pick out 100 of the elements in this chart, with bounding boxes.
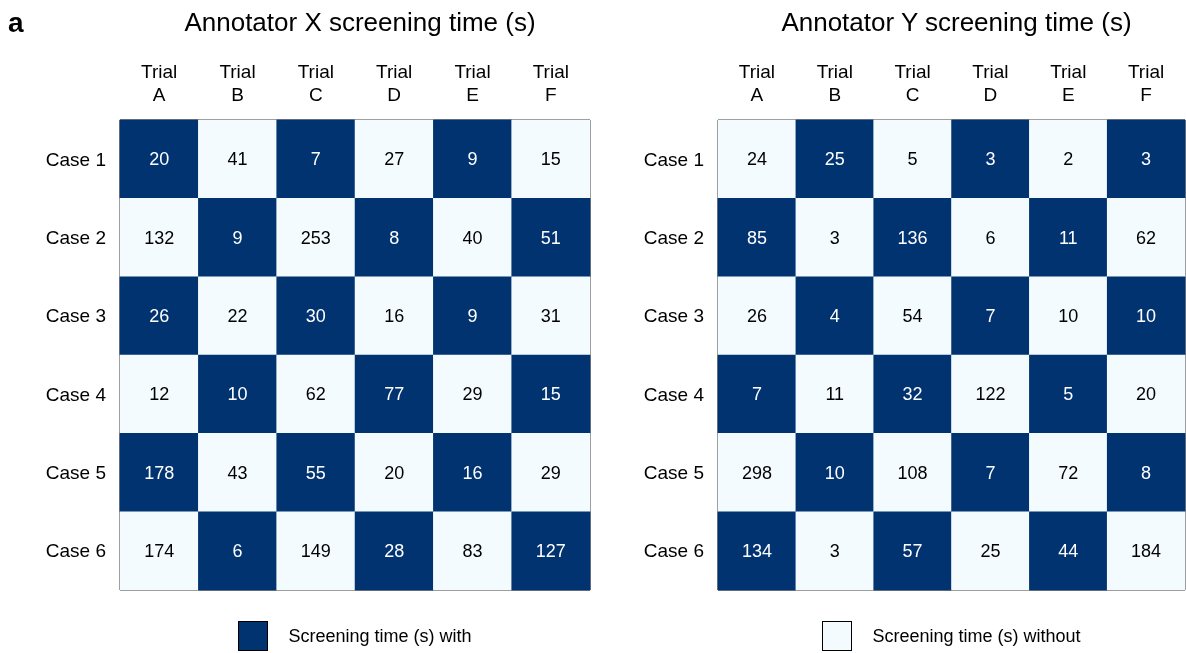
data-label: 54 bbox=[902, 305, 923, 326]
y-tick-label: Case 5 bbox=[45, 462, 106, 483]
data-label: 7 bbox=[310, 149, 321, 170]
data-label: 253 bbox=[300, 227, 331, 248]
x-tick-label: Trial A bbox=[738, 61, 776, 105]
x-tick-label: Trial A bbox=[141, 61, 178, 105]
data-label: 5 bbox=[1063, 384, 1074, 405]
data-label: 7 bbox=[985, 462, 996, 483]
data-label: 24 bbox=[746, 149, 767, 170]
y-tick-label: Case 2 bbox=[643, 227, 704, 248]
data-label: 15 bbox=[540, 384, 561, 405]
data-label: 26 bbox=[149, 305, 170, 326]
data-label: 25 bbox=[980, 540, 1001, 561]
data-label: 8 bbox=[389, 227, 400, 248]
data-label: 72 bbox=[1058, 462, 1079, 483]
y-tick-label: Case 1 bbox=[45, 148, 106, 170]
data-label: 298 bbox=[741, 462, 772, 483]
data-label: 77 bbox=[384, 384, 405, 405]
data-label: 9 bbox=[232, 227, 243, 248]
data-label: 184 bbox=[1131, 540, 1162, 561]
y-tick-label: Case 5 bbox=[643, 462, 704, 483]
data-label: 25 bbox=[824, 149, 845, 170]
legend-title: Screening time (s) without bbox=[872, 625, 1081, 647]
chart-title: Annotator Y screening time (s) bbox=[781, 7, 1132, 37]
data-label: 9 bbox=[467, 149, 478, 170]
x-tick-label: Trial E bbox=[454, 61, 491, 105]
data-label: 16 bbox=[384, 305, 405, 326]
data-label: 4 bbox=[829, 305, 840, 326]
x-tick-label: Trial C bbox=[297, 61, 334, 105]
data-label: 20 bbox=[384, 462, 405, 483]
data-label: 16 bbox=[462, 462, 483, 483]
legend-title: Screening time (s) with bbox=[288, 625, 472, 647]
data-label: 57 bbox=[902, 540, 923, 561]
data-label: 51 bbox=[540, 227, 561, 248]
data-label: 3 bbox=[1141, 149, 1152, 170]
x-tick-label: Trial B bbox=[816, 61, 853, 105]
data-label: 26 bbox=[746, 305, 767, 326]
data-label: 15 bbox=[540, 149, 561, 170]
data-label: 2 bbox=[1063, 149, 1074, 170]
data-label: 174 bbox=[144, 540, 175, 561]
data-label: 7 bbox=[985, 305, 996, 326]
data-label: 28 bbox=[384, 540, 405, 561]
data-label: 43 bbox=[227, 462, 248, 483]
data-label: 8 bbox=[1141, 462, 1152, 483]
data-label: 10 bbox=[824, 462, 845, 483]
data-label: 132 bbox=[144, 227, 175, 248]
data-label: 20 bbox=[1136, 384, 1157, 405]
x-tick-label: Trial E bbox=[1050, 61, 1087, 105]
y-tick-label: Case 4 bbox=[45, 383, 107, 405]
data-label: 29 bbox=[462, 384, 483, 405]
data-label: 149 bbox=[300, 540, 331, 561]
data-label: 55 bbox=[305, 462, 326, 483]
data-label: 62 bbox=[305, 384, 326, 405]
x-tick-label: Trial B bbox=[219, 61, 256, 105]
data-label: 30 bbox=[305, 305, 326, 326]
data-label: 31 bbox=[540, 305, 561, 326]
data-label: 22 bbox=[227, 305, 248, 326]
data-label: 108 bbox=[897, 462, 928, 483]
x-tick-label: Trial F bbox=[1127, 61, 1165, 105]
data-label: 10 bbox=[1136, 305, 1157, 326]
y-tick-label: Case 6 bbox=[643, 540, 704, 562]
data-label: 83 bbox=[462, 540, 483, 561]
data-label: 10 bbox=[227, 384, 248, 405]
y-tick-label: Case 1 bbox=[643, 148, 704, 170]
data-label: 40 bbox=[462, 227, 483, 248]
data-label: 9 bbox=[467, 305, 478, 326]
data-label: 12 bbox=[149, 384, 170, 405]
data-label: 62 bbox=[1136, 227, 1157, 248]
data-label: 29 bbox=[540, 462, 561, 483]
y-tick-label: Case 2 bbox=[45, 227, 106, 248]
chart-title: Annotator X screening time (s) bbox=[184, 7, 536, 37]
data-label: 7 bbox=[751, 384, 762, 405]
x-tick-label: Trial D bbox=[376, 61, 413, 105]
data-label: 134 bbox=[741, 540, 772, 561]
data-label: 3 bbox=[985, 149, 996, 170]
data-label: 41 bbox=[227, 149, 248, 170]
data-label: 44 bbox=[1058, 540, 1079, 561]
data-label: 20 bbox=[149, 149, 170, 170]
data-label: 6 bbox=[985, 227, 996, 248]
data-label: 178 bbox=[144, 462, 175, 483]
data-label: 32 bbox=[902, 384, 923, 405]
data-label: 27 bbox=[384, 149, 405, 170]
data-label: 6 bbox=[232, 540, 243, 561]
data-label: 11 bbox=[1058, 227, 1078, 248]
data-label: 3 bbox=[829, 227, 840, 248]
x-tick-label: Trial D bbox=[972, 61, 1009, 105]
data-label: 136 bbox=[897, 227, 928, 248]
text: a bbox=[8, 6, 24, 38]
data-label: 85 bbox=[746, 227, 767, 248]
data-label: 3 bbox=[829, 540, 840, 561]
y-tick-label: Case 4 bbox=[643, 383, 705, 405]
data-label: 10 bbox=[1058, 305, 1079, 326]
data-label: 5 bbox=[907, 149, 918, 170]
y-tick-label: Case 6 bbox=[45, 540, 106, 562]
data-label: 127 bbox=[535, 540, 566, 561]
x-tick-label: Trial F bbox=[532, 61, 569, 105]
data-label: 122 bbox=[975, 384, 1006, 405]
x-tick-label: Trial C bbox=[894, 61, 931, 105]
y-tick-label: Case 3 bbox=[643, 305, 704, 327]
y-tick-label: Case 3 bbox=[45, 305, 106, 327]
